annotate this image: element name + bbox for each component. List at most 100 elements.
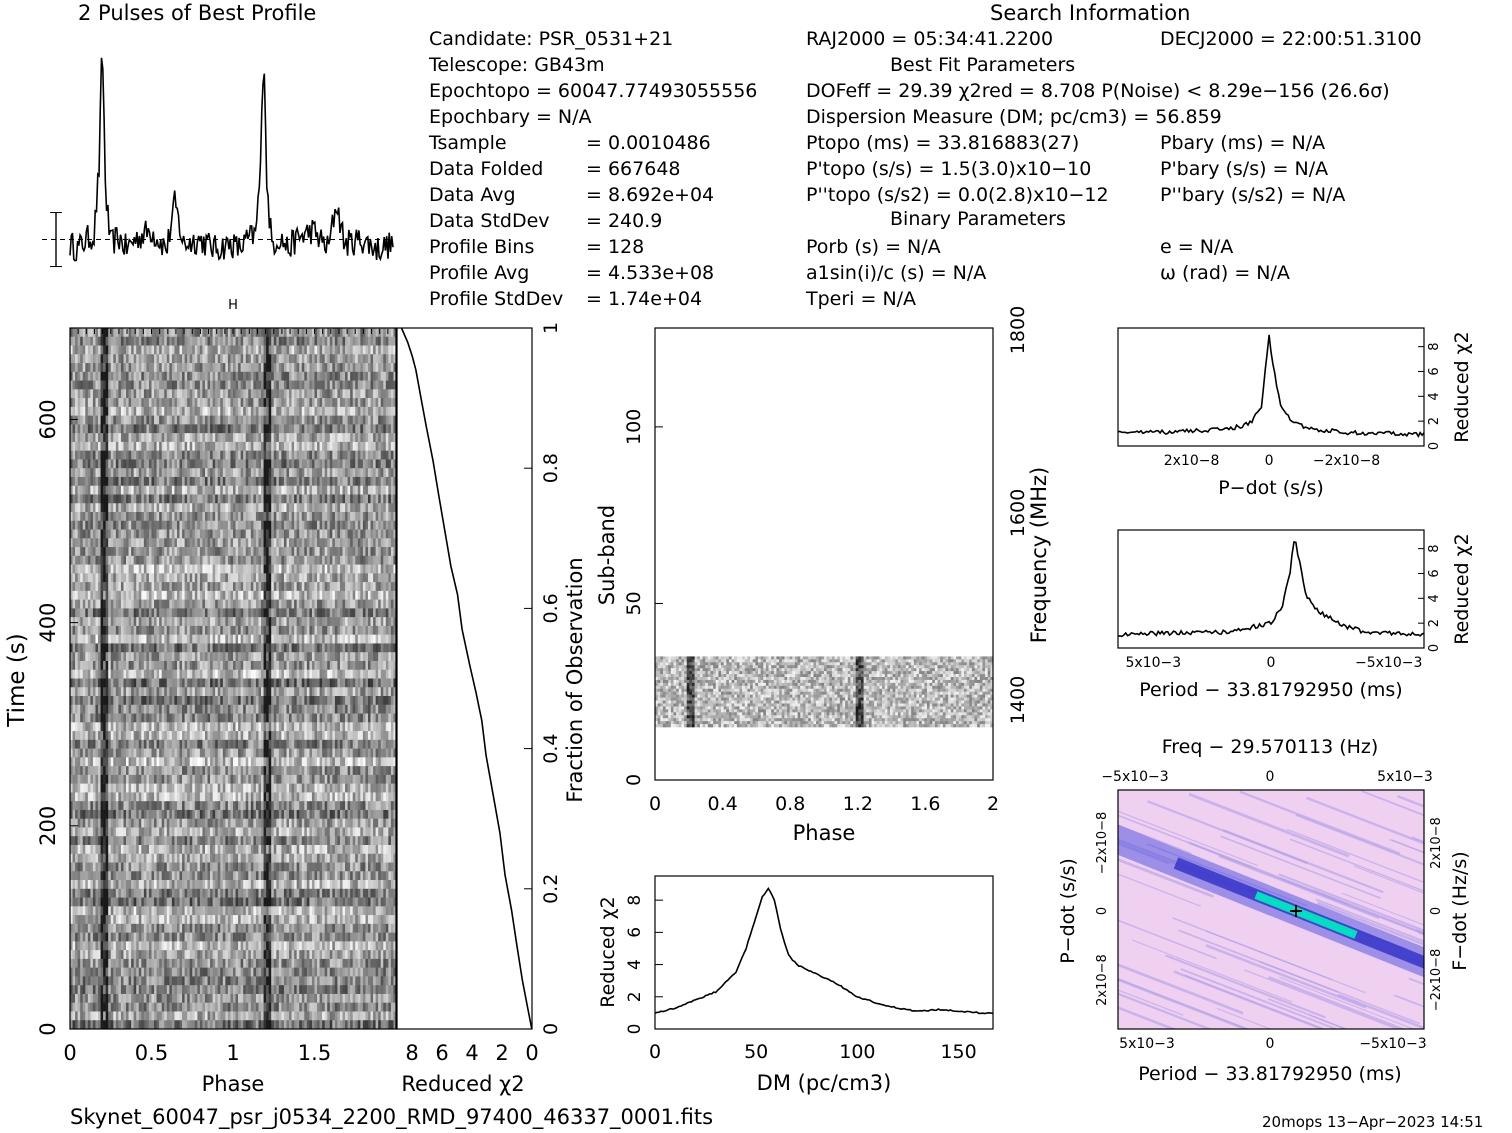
time-phase-cell: [301, 564, 305, 574]
time-phase-cell: [314, 441, 318, 451]
time-phase-cell: [339, 503, 343, 513]
time-phase-cell: [322, 371, 325, 381]
time-phase-cell: [115, 485, 119, 495]
time-phase-cell: [230, 363, 234, 373]
time-phase-cell: [334, 415, 338, 425]
time-phase-cell: [138, 538, 142, 548]
time-phase-cell: [70, 634, 73, 644]
time-phase-cell: [217, 476, 221, 487]
time-phase-cell: [342, 345, 346, 355]
time-phase-cell: [110, 398, 114, 408]
time-phase-cell: [174, 363, 178, 373]
candidate-line: Candidate: PSR_0531+21: [429, 28, 674, 50]
time-phase-cell: [388, 503, 392, 513]
time-phase-cell: [342, 415, 346, 425]
time-phase-cell: [278, 599, 282, 609]
time-phase-cell: [154, 599, 157, 609]
time-phase-cell: [120, 512, 124, 522]
time-phase-cell: [304, 547, 308, 557]
time-phase-cell: [126, 617, 129, 627]
time-phase-cell: [100, 652, 104, 662]
time-phase-cell: [255, 354, 259, 364]
time-phase-cell: [276, 406, 280, 416]
time-phase-cell: [250, 363, 254, 373]
time-phase-cell: [233, 590, 236, 600]
time-phase-cell: [250, 468, 254, 478]
time-phase-cell: [133, 538, 137, 548]
time-phase-cell: [238, 363, 241, 373]
time-phase-cell: [299, 476, 303, 487]
time-phase-cell: [100, 564, 104, 574]
time-phase-cell: [184, 617, 188, 627]
time-phase-cell: [207, 406, 211, 416]
time-phase-cell: [383, 363, 387, 373]
time-phase-cell: [271, 459, 275, 469]
time-phase-cell: [217, 512, 221, 522]
time-phase-cell: [238, 354, 241, 364]
time-phase-cell: [281, 652, 285, 662]
time-phase-cell: [194, 512, 198, 522]
time-phase-cell: [146, 573, 150, 583]
time-phase-cell: [87, 608, 91, 618]
time-phase-cell: [311, 468, 315, 478]
time-phase-cell: [120, 503, 124, 513]
time-phase-cell: [222, 494, 226, 504]
time-phase-cell: [87, 441, 91, 451]
time-phase-cell: [357, 520, 361, 530]
time-phase-cell: [342, 380, 346, 390]
time-phase-cell: [194, 660, 198, 671]
time-phase-cell: [110, 573, 114, 583]
time-phase-cell: [70, 564, 73, 574]
time-phase-cell: [278, 660, 282, 671]
time-phase-cell: [378, 354, 382, 364]
time-phase-cell: [174, 468, 178, 478]
time-phase-cell: [197, 625, 201, 635]
tperi-line: Tperi = N/A: [806, 288, 917, 310]
porb-line: Porb (s) = N/A: [806, 236, 941, 258]
time-phase-cell: [136, 424, 140, 434]
time-phase-cell: [123, 529, 127, 539]
time-phase-cell: [95, 459, 99, 469]
time-phase-cell: [215, 652, 219, 662]
time-phase-cell: [215, 625, 219, 635]
time-phase-cell: [255, 363, 259, 373]
time-phase-cell: [227, 433, 231, 443]
time-phase-cell: [92, 599, 96, 609]
time-phase-cell: [301, 652, 305, 662]
time-phase-cell: [215, 608, 219, 618]
time-phase-cell: [253, 485, 257, 495]
time-phase-cell: [268, 415, 272, 425]
dof-line: DOFeff = 29.39 χ2red = 8.708 P(Noise) < …: [806, 80, 1390, 102]
time-phase-cell: [352, 441, 356, 451]
time-phase-cell: [278, 441, 282, 451]
time-phase-cell: [276, 450, 280, 460]
time-phase-cell: [126, 590, 129, 600]
time-phase-cell: [85, 547, 89, 557]
time-phase-cell: [380, 617, 384, 627]
time-phase-cell: [210, 441, 213, 451]
time-phase-cell: [182, 625, 185, 635]
time-phase-cell: [332, 371, 336, 381]
time-phase-cell: [110, 476, 114, 487]
time-phase-cell: [82, 441, 86, 451]
time-phase-cell: [225, 529, 229, 539]
time-phase-cell: [339, 512, 343, 522]
time-phase-cell: [100, 512, 104, 522]
time-phase-cell: [113, 433, 117, 443]
time-phase-cell: [98, 406, 101, 416]
time-phase-cell: [233, 555, 236, 565]
time-phase-cell: [128, 468, 132, 478]
time-phase-cell: [212, 406, 216, 416]
time-phase-cell: [207, 608, 211, 618]
time-phase-cell: [199, 336, 203, 346]
time-phase-cell: [289, 336, 292, 346]
time-phase-cell: [278, 415, 282, 425]
time-phase-cell: [304, 503, 308, 513]
time-phase-cell: [347, 608, 351, 618]
time-phase-cell: [243, 415, 247, 425]
time-phase-cell: [334, 476, 338, 487]
time-phase-cell: [154, 547, 157, 557]
time-phase-cell: [115, 328, 119, 338]
time-phase-cell: [248, 476, 252, 487]
time-phase-cell: [240, 459, 244, 469]
